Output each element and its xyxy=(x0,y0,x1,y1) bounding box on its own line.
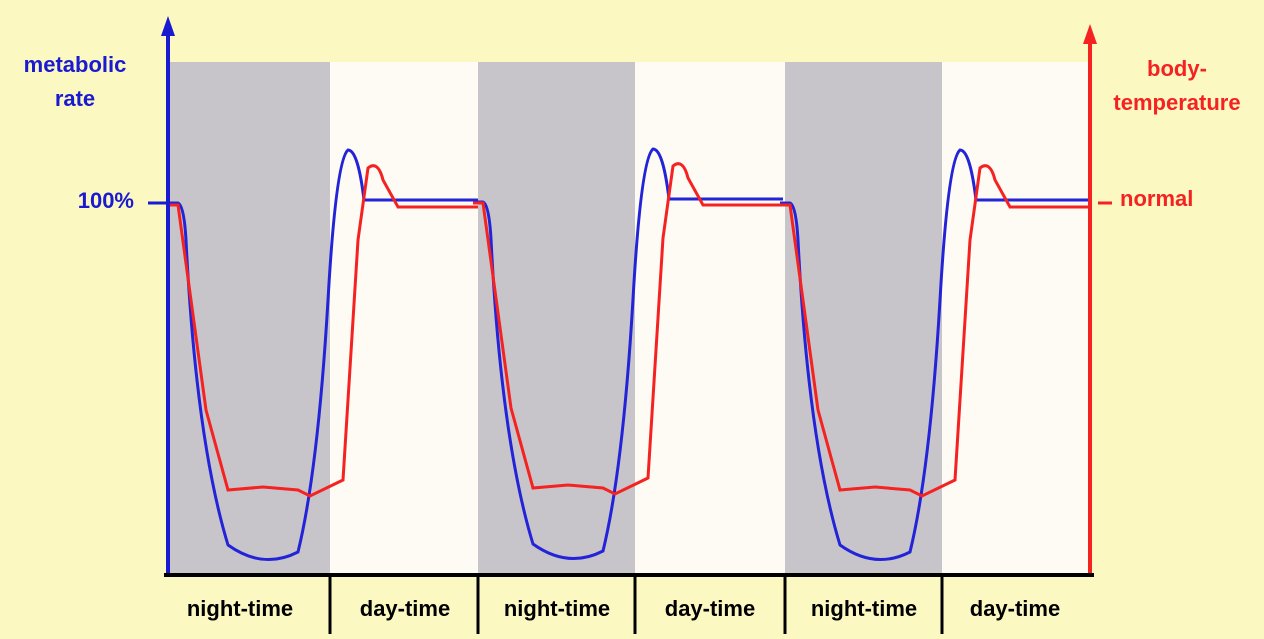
period-label: night-time xyxy=(504,596,610,621)
period-separators xyxy=(328,575,944,634)
period-label: night-time xyxy=(187,596,293,621)
period-label: day-time xyxy=(360,596,450,621)
left-axis-label: rate xyxy=(55,86,95,111)
night-band xyxy=(478,62,635,574)
right-axis-label: temperature xyxy=(1113,90,1240,115)
left-axis-mark: 100% xyxy=(78,188,134,213)
left-arrow xyxy=(161,16,175,36)
right-axis-label: body- xyxy=(1147,56,1207,81)
period-label: night-time xyxy=(811,596,917,621)
night-band xyxy=(785,62,942,574)
right-arrow xyxy=(1083,24,1097,44)
period-label: day-time xyxy=(665,596,755,621)
day-band xyxy=(330,62,478,574)
period-label: day-time xyxy=(970,596,1060,621)
day-band xyxy=(635,62,785,574)
left-axis-label: metabolic xyxy=(24,52,127,77)
right-axis-mark: normal xyxy=(1120,186,1193,211)
